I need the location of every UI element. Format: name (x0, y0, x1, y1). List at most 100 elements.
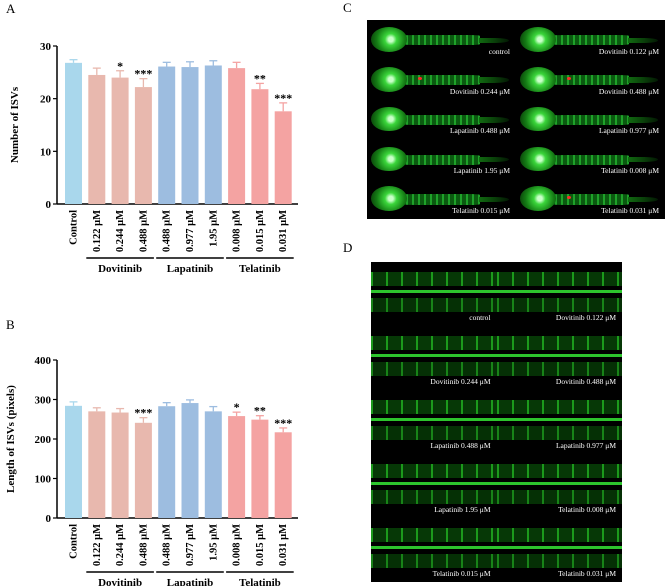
vessel-pattern (371, 336, 497, 351)
x-tick-label: 1.95 μM (208, 210, 219, 247)
zebrafish-head (520, 146, 557, 172)
y-tick-label: 0 (46, 199, 52, 211)
significance-label: *** (134, 67, 152, 81)
vessel-pattern (371, 297, 497, 312)
image-caption: Telatinib 0.031 μM (601, 205, 659, 215)
red-marker (417, 76, 422, 80)
zebrafish-head (371, 186, 408, 212)
zebrafish-head (520, 66, 557, 92)
bar (65, 62, 82, 204)
image-caption: control (488, 46, 510, 56)
red-marker (566, 195, 571, 199)
micrograph-cell: Dovitinib 0.488 μM (496, 326, 622, 390)
micrograph-cell: Lapatinib 0.977 μM (516, 100, 665, 140)
zebrafish-image-grid-c: control Dovitinib 0.122 μM Dovitinib 0.244… (367, 20, 665, 219)
group-label: Telatinib (239, 577, 281, 586)
y-axis-title: Number of ISVs (9, 86, 21, 163)
panel-label-d: D (343, 240, 353, 255)
x-tick-label: 1.95 μM (208, 524, 219, 561)
significance-label: *** (134, 406, 152, 420)
image-caption: Dovitinib 0.488 μM (555, 377, 616, 386)
bar (134, 422, 152, 518)
vessel-pattern (371, 418, 497, 421)
significance-label: *** (274, 91, 292, 105)
vessel-pattern (371, 425, 497, 440)
vessel-pattern (371, 528, 497, 543)
x-tick-label: Control (69, 524, 80, 559)
y-tick-label: 300 (35, 395, 52, 407)
vessel-pattern (496, 489, 622, 504)
zebrafish-tail (478, 156, 509, 163)
x-tick-label: Control (69, 210, 80, 245)
bar (88, 74, 106, 204)
bar (158, 66, 176, 204)
image-caption: Dovitinib 0.122 μM (555, 313, 616, 322)
zebrafish-body (375, 154, 481, 165)
bar-chart-isv-length: 0 100 200 300 400 Length of ISVs (pixels) Cont… (5, 355, 298, 586)
zebrafish-tail (478, 37, 509, 44)
zebrafish-tail (478, 117, 509, 123)
micrograph-cell: Lapatinib 0.488 μM (371, 390, 497, 454)
zebrafish-head (371, 27, 408, 52)
x-tick-label: 0.488 μM (138, 210, 149, 252)
micrograph-cell: Lapatinib 0.488 μM (367, 100, 516, 140)
micrograph-cell: control (367, 20, 516, 60)
vessel-pattern (496, 528, 622, 543)
zebrafish-head (520, 186, 557, 212)
x-tick-label: 0.244 μM (115, 210, 126, 252)
bar (228, 68, 246, 205)
zebrafish-tail (627, 77, 658, 83)
image-caption: Telatinib 0.015 μM (452, 205, 510, 215)
zebrafish-body (375, 35, 481, 46)
group-label: Lapatinib (167, 263, 213, 275)
x-tick-label: 0.031 μM (278, 210, 289, 252)
bar (251, 419, 269, 518)
zebrafish-tail (627, 117, 658, 123)
bar (158, 406, 176, 518)
y-tick-label: 20 (40, 94, 52, 106)
image-caption: Lapatinib 1.95 μM (453, 166, 510, 176)
micrograph-cell: Lapatinib 1.95 μM (367, 139, 516, 179)
group-label: Dovitinib (98, 577, 142, 586)
x-tick-label: 0.488 μM (138, 524, 149, 566)
zebrafish-body (375, 114, 481, 126)
panel-label-c: C (343, 0, 352, 15)
micrograph-cell: Telatinib 0.031 μM (516, 179, 665, 219)
bar (111, 412, 129, 518)
micrograph-cell: Dovitinib 0.122 μM (516, 20, 665, 60)
bar (111, 77, 129, 204)
vessel-pattern (371, 354, 497, 357)
zebrafish-head (371, 106, 408, 132)
micrograph-cell: Dovitinib 0.488 μM (516, 60, 665, 100)
image-caption: Dovitinib 0.244 μM (430, 377, 491, 386)
vessel-pattern (371, 290, 497, 293)
zebrafish-tail (478, 196, 509, 203)
vessel-pattern (371, 400, 497, 415)
image-caption: control (469, 313, 491, 322)
x-tick-label: 0.977 μM (185, 210, 196, 252)
x-tick-label: 0.977 μM (185, 524, 196, 566)
image-caption: Lapatinib 0.488 μM (430, 441, 491, 450)
bar (274, 111, 292, 204)
bar (251, 89, 269, 204)
image-caption: Lapatinib 0.977 μM (555, 441, 616, 450)
micrograph-cell: Dovitinib 0.244 μM (371, 326, 497, 390)
zebrafish-tail (627, 196, 658, 203)
group-label: Telatinib (239, 263, 281, 275)
zebrafish-body (524, 114, 630, 126)
y-tick-label: 400 (35, 355, 52, 367)
vessel-pattern (371, 546, 497, 549)
micrograph-cell: Telatinib 0.008 μM (496, 454, 622, 518)
micrograph-cell: Dovitinib 0.244 μM (367, 60, 516, 100)
image-caption: Dovitinib 0.122 μM (598, 46, 659, 56)
vessel-pattern (496, 354, 622, 357)
vessel-pattern (496, 297, 622, 312)
y-tick-label: 200 (35, 434, 52, 446)
image-caption: Lapatinib 0.488 μM (449, 126, 510, 136)
micrograph-cell: Telatinib 0.015 μM (367, 179, 516, 219)
vessel-pattern (496, 546, 622, 549)
zebrafish-tail (478, 77, 509, 83)
vessel-pattern (371, 464, 497, 479)
image-caption: Dovitinib 0.244 μM (449, 86, 510, 96)
micrograph-cell: Dovitinib 0.122 μM (496, 262, 622, 326)
